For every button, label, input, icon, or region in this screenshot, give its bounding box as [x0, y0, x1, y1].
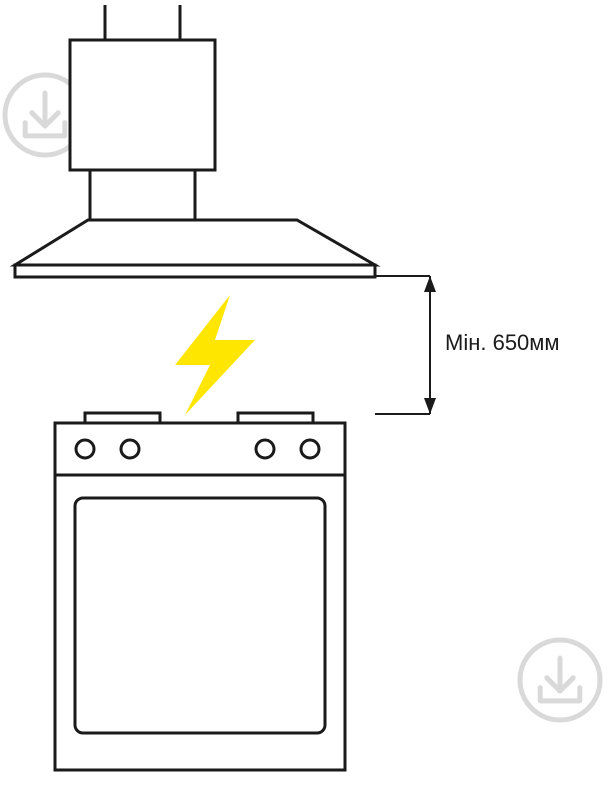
- hood-duct: [105, 5, 180, 40]
- dimension-arrow: [424, 398, 436, 414]
- dimension-arrow: [424, 276, 436, 292]
- lightning-icon: [175, 295, 255, 415]
- hood-base: [15, 265, 375, 277]
- watermark-icon: [520, 640, 600, 720]
- diagram-svg: [0, 0, 615, 799]
- hood-lower: [90, 170, 195, 220]
- oven-window: [75, 498, 325, 733]
- stove-knob: [256, 440, 274, 458]
- stove-burner: [238, 413, 313, 423]
- stove-burner: [85, 413, 160, 423]
- hood-upper: [70, 40, 215, 170]
- stove-knob: [76, 440, 94, 458]
- dimension-label: Мін. 650мм: [445, 330, 560, 356]
- hood-cone: [15, 220, 375, 265]
- stove-knob: [301, 440, 319, 458]
- stove-knob: [121, 440, 139, 458]
- diagram-canvas: Мін. 650мм: [0, 0, 615, 799]
